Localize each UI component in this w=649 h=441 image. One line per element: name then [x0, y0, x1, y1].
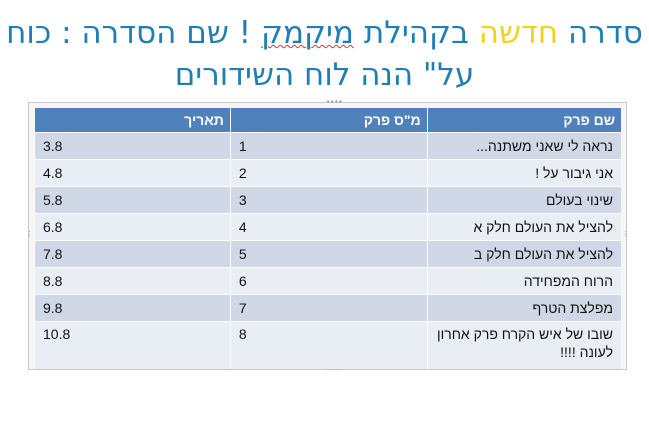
table-row: מפלצת הטרף 7 9.8 — [34, 294, 621, 322]
page-title: סדרה חדשה בקהילת מיקמק ! שם הסדרה : כוח … — [0, 12, 649, 96]
table-row: שינוי בעולם 3 5.8 — [34, 186, 621, 214]
cell-episode-name[interactable]: להציל את העולם חלק א — [426, 213, 621, 241]
cell-date[interactable]: 7.8 — [34, 240, 231, 268]
title-line-1: סדרה חדשה בקהילת מיקמק ! שם הסדרה : כוח — [0, 12, 649, 54]
header-episode-number[interactable]: מ"ס פרק — [229, 108, 428, 133]
title-word-mikmak: מיקמק — [260, 15, 354, 51]
table-row: להציל את העולם חלק ב 5 7.8 — [34, 240, 621, 268]
table-header-row: שם פרק מ"ס פרק תאריך — [34, 108, 621, 133]
cell-episode-number[interactable]: 4 — [229, 213, 428, 241]
cell-episode-number[interactable]: 6 — [229, 267, 428, 295]
header-episode-name[interactable]: שם פרק — [426, 108, 621, 133]
table-row: להציל את העולם חלק א 4 6.8 — [34, 213, 621, 241]
cell-date[interactable]: 3.8 — [34, 132, 231, 160]
header-date[interactable]: תאריך — [34, 108, 231, 133]
resize-handle-bottom[interactable]: •••• — [326, 365, 343, 373]
resize-handle-top[interactable]: •••• — [326, 98, 343, 106]
resize-handle-right[interactable]: ⋮ — [622, 230, 629, 238]
title-word-new: חדשה — [478, 15, 559, 51]
cell-episode-number[interactable]: 5 — [229, 240, 428, 268]
cell-episode-number[interactable]: 3 — [229, 186, 428, 214]
title-word-series: סדרה — [558, 15, 643, 51]
broadcast-schedule-table[interactable]: שם פרק מ"ס פרק תאריך נראה לי שאני משתנה.… — [34, 108, 621, 369]
cell-episode-name[interactable]: נראה לי שאני משתנה... — [426, 132, 621, 160]
table-row: הרוח המפחידה 6 8.8 — [34, 267, 621, 295]
table-row: שובו של איש הקרח פרק אחרון לעונה !!!! 8 … — [34, 321, 621, 369]
table-row: אני גיבור על ! 2 4.8 — [34, 159, 621, 187]
table-row: נראה לי שאני משתנה... 1 3.8 — [34, 132, 621, 160]
cell-episode-name[interactable]: להציל את העולם חלק ב — [426, 240, 621, 268]
resize-handle-left[interactable]: ⋮ — [26, 230, 33, 238]
cell-episode-name[interactable]: שובו של איש הקרח פרק אחרון לעונה !!!! — [426, 321, 621, 369]
title-word-community: בקהילת — [353, 15, 479, 51]
cell-date[interactable]: 6.8 — [34, 213, 231, 241]
cell-episode-name[interactable]: הרוח המפחידה — [426, 267, 621, 295]
cell-episode-number[interactable]: 2 — [229, 159, 428, 187]
cell-episode-number[interactable]: 8 — [229, 321, 428, 369]
cell-episode-number[interactable]: 7 — [229, 294, 428, 322]
cell-episode-name[interactable]: שינוי בעולם — [426, 186, 621, 214]
cell-date[interactable]: 8.8 — [34, 267, 231, 295]
cell-episode-name[interactable]: מפלצת הטרף — [426, 294, 621, 322]
cell-episode-name[interactable]: אני גיבור על ! — [426, 159, 621, 187]
title-line-2: על" הנה לוח השידורים — [174, 57, 475, 93]
cell-date[interactable]: 9.8 — [34, 294, 231, 322]
cell-date[interactable]: 10.8 — [34, 321, 231, 369]
cell-date[interactable]: 4.8 — [34, 159, 231, 187]
title-word-name: ! שם הסדרה : כוח — [6, 15, 261, 51]
cell-episode-number[interactable]: 1 — [229, 132, 428, 160]
cell-date[interactable]: 5.8 — [34, 186, 231, 214]
